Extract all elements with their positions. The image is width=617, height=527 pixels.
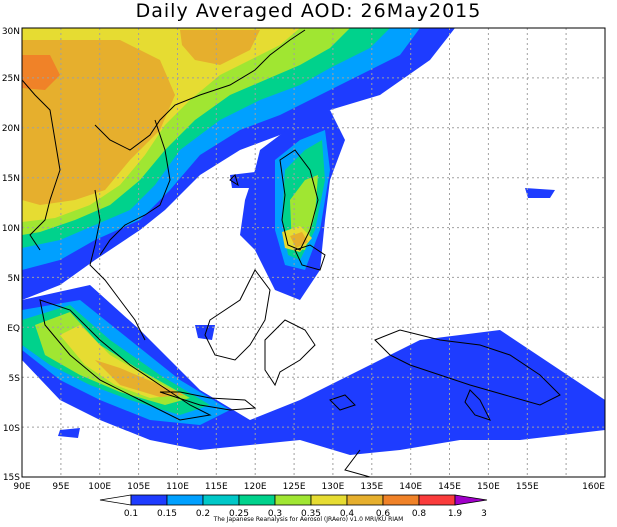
lon-label: 150E <box>477 482 500 492</box>
legend-swatch <box>418 494 456 506</box>
legend-swatch <box>346 494 384 506</box>
lon-label: 120E <box>244 482 267 492</box>
coastlines <box>22 29 561 477</box>
legend-swatch <box>166 494 204 506</box>
lon-label: 160E <box>582 482 605 492</box>
lat-label: 20N <box>2 124 20 134</box>
lat-label: 10S <box>3 424 20 434</box>
lon-label: 115E <box>205 482 228 492</box>
longitude-labels: 90E 95E 100E 105E 110E 115E 120E 125E 13… <box>13 482 605 492</box>
lon-label: 105E <box>127 482 150 492</box>
aod-field <box>22 28 605 477</box>
lat-label: 10N <box>2 224 20 234</box>
legend-swatch <box>202 494 240 506</box>
lat-label: 5N <box>8 274 20 284</box>
map-title: Daily Averaged AOD: 26May2015 <box>135 0 482 22</box>
legend-swatch <box>454 494 488 506</box>
lon-label: 100E <box>88 482 111 492</box>
lon-label: 135E <box>360 482 383 492</box>
lon-label: 95E <box>52 482 69 492</box>
legend-label: 1.9 <box>448 509 463 519</box>
legend-label: 0.8 <box>412 509 427 519</box>
lat-label: 25N <box>2 74 20 84</box>
legend-swatch <box>99 494 132 506</box>
lat-label: 15S <box>3 473 20 483</box>
lat-label: EQ <box>7 324 20 334</box>
credit-line: The Japanese Reanalysis for Aerosol (JRA… <box>213 516 404 523</box>
lon-label: 90E <box>13 482 30 492</box>
legend-label: 0.25 <box>229 509 249 519</box>
legend-label: 0.2 <box>196 509 210 519</box>
legend-label: 0.35 <box>301 509 321 519</box>
legend-swatch <box>130 494 168 506</box>
legend-label: 0.1 <box>124 509 138 519</box>
graticule <box>22 28 605 477</box>
lat-label: 15N <box>2 174 20 184</box>
lon-label: 125E <box>283 482 306 492</box>
legend-label: 0.3 <box>268 509 282 519</box>
lon-label: 145E <box>438 482 461 492</box>
lon-label: 155E <box>516 482 539 492</box>
lat-label: 5S <box>9 374 21 384</box>
legend-label: 0.6 <box>376 509 391 519</box>
latitude-labels: 30N 25N 20N 15N 10N 5N EQ 5S 10S 15S <box>2 27 20 483</box>
legend-label: 0.4 <box>340 509 355 519</box>
legend-swatch <box>238 494 276 506</box>
lon-label: 140E <box>399 482 422 492</box>
legend-swatch <box>310 494 348 506</box>
legend-swatch <box>382 494 420 506</box>
legend-label: 0.15 <box>157 509 177 519</box>
legend-swatch <box>274 494 312 506</box>
legend-label: 3 <box>481 509 487 519</box>
color-legend: 0.1 0.15 0.2 0.25 0.3 0.35 0.4 0.6 0.8 1… <box>99 494 488 519</box>
lat-label: 30N <box>2 27 20 37</box>
lon-label: 110E <box>166 482 189 492</box>
lon-label: 130E <box>321 482 344 492</box>
